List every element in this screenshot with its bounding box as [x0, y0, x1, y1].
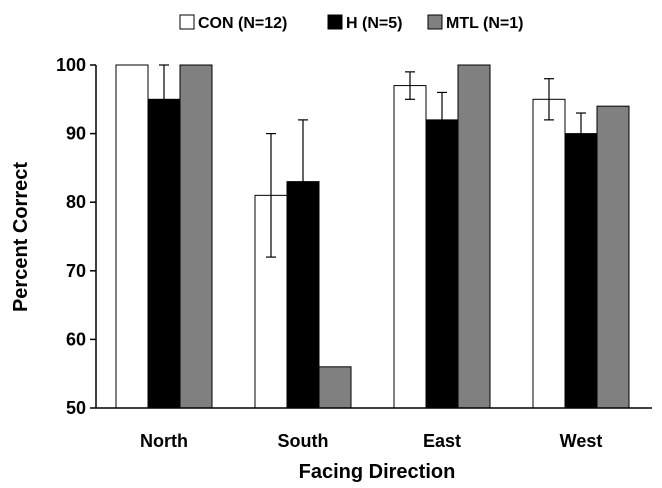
axes-group — [95, 65, 652, 409]
x-category-label: West — [560, 431, 603, 451]
bar-north-mtl — [179, 64, 213, 409]
bar-west-con — [532, 98, 566, 409]
bars-group — [115, 64, 630, 409]
y-tick-label: 70 — [66, 261, 86, 281]
legend-swatch — [427, 14, 443, 30]
x-axis-title: Facing Direction — [299, 461, 456, 483]
bar-east-con — [393, 85, 427, 409]
x-category-label: South — [278, 431, 329, 451]
error-bars-group — [159, 64, 586, 258]
y-ticks-group: 50 60 70 80 90 100 — [56, 55, 96, 418]
y-tick-label: 60 — [66, 329, 86, 349]
legend-swatch — [327, 14, 343, 30]
y-axis-title: Percent Correct — [10, 162, 32, 312]
y-tick-label: 80 — [66, 192, 86, 212]
x-category-label: North — [140, 431, 188, 451]
legend-label: MTL (N=1) — [446, 15, 523, 32]
bar-north-con — [115, 64, 149, 409]
legend-swatch — [179, 14, 195, 30]
legend: CON (N=12) H (N=5) MTL (N=1) — [179, 14, 523, 32]
bar-west-mtl — [596, 105, 630, 409]
x-categories-group: North South East West — [140, 431, 602, 451]
legend-label: CON (N=12) — [198, 15, 287, 32]
bar-north-h — [147, 98, 181, 409]
bar-east-mtl — [457, 64, 491, 409]
bar-west-h — [564, 133, 598, 409]
y-tick-label: 90 — [66, 124, 86, 144]
bar-east-h — [425, 119, 459, 409]
y-tick-label: 100 — [56, 55, 86, 75]
y-tick-label: 50 — [66, 398, 86, 418]
legend-label: H (N=5) — [346, 15, 402, 32]
x-category-label: East — [423, 431, 461, 451]
bar-south-mtl — [318, 366, 352, 409]
